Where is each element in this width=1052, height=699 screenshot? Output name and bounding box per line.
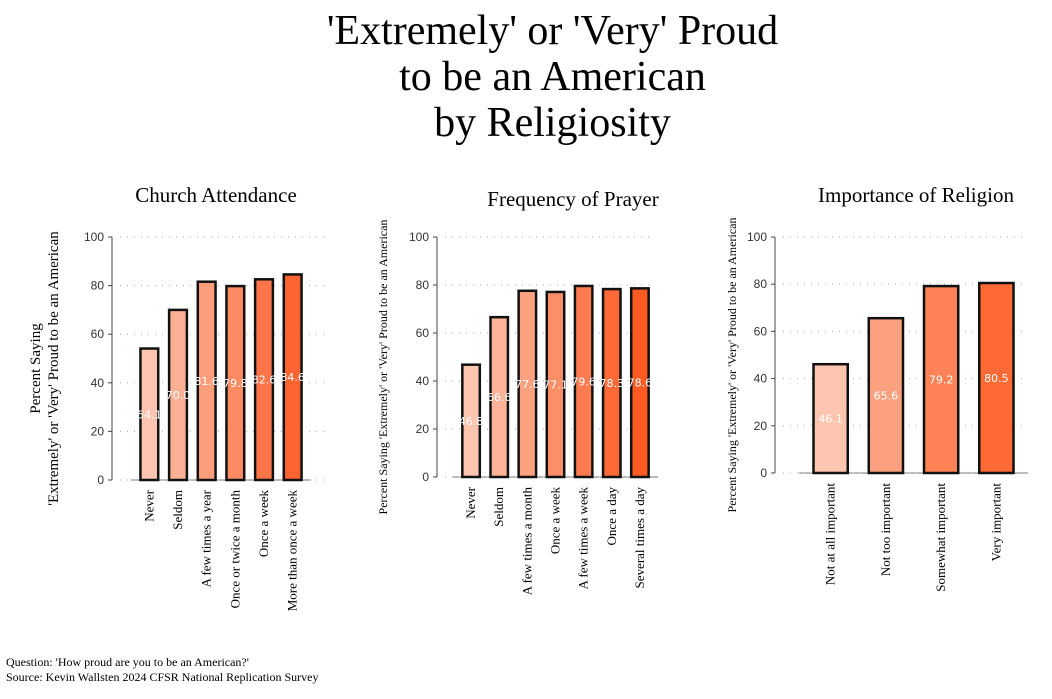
bar bbox=[922, 284, 960, 475]
y-tick-label: 40 bbox=[754, 372, 768, 386]
y-tick-label: 0 bbox=[97, 473, 104, 487]
x-tick-label: Seldom bbox=[170, 490, 185, 530]
bar bbox=[977, 281, 1015, 475]
bar-value-label: 79.6 bbox=[571, 375, 596, 388]
x-tick-label: A few times a year bbox=[199, 489, 214, 587]
panel-title: Frequency of Prayer bbox=[487, 187, 658, 211]
y-tick-label: 100 bbox=[409, 230, 429, 244]
x-tick-label: Once a week bbox=[256, 490, 271, 558]
y-axis-label: Percent Saying 'Extremely' or 'Very' Pro… bbox=[725, 218, 739, 513]
bar-value-label: 78.3 bbox=[600, 377, 625, 390]
y-tick-label: 60 bbox=[754, 324, 768, 338]
bar-value-label: 77.6 bbox=[515, 378, 540, 391]
bar bbox=[282, 273, 303, 482]
x-tick-label: Once a day bbox=[604, 487, 619, 546]
title-line: by Religiosity bbox=[434, 100, 671, 146]
bar bbox=[489, 315, 510, 479]
y-tick-label: 0 bbox=[422, 470, 429, 484]
y-tick-label: 60 bbox=[91, 327, 105, 341]
x-tick-label: Seldom bbox=[491, 487, 506, 527]
y-tick-label: 0 bbox=[760, 466, 767, 480]
bar-value-label: 66.6 bbox=[487, 391, 512, 404]
title-line: 'Extremely' or 'Very' Proud bbox=[326, 8, 779, 54]
y-tick-label: 20 bbox=[91, 424, 105, 438]
bar-value-label: 80.5 bbox=[984, 372, 1009, 385]
bar bbox=[573, 284, 594, 479]
bar bbox=[601, 287, 622, 479]
x-tick-label: Very important bbox=[988, 483, 1003, 562]
y-axis-label: Percent Saying bbox=[28, 323, 44, 414]
bar-value-label: 78.6 bbox=[628, 377, 653, 390]
bar bbox=[545, 290, 566, 479]
bar-value-label: 79.8 bbox=[223, 377, 248, 390]
question-note: Question: 'How proud are you to be an Am… bbox=[6, 655, 249, 669]
source-note: Source: Kevin Wallsten 2024 CFSR Nationa… bbox=[6, 670, 319, 684]
bar bbox=[253, 278, 275, 482]
bar bbox=[225, 284, 246, 482]
x-tick-label: A few times a week bbox=[576, 487, 591, 590]
bar-value-label: 82.6 bbox=[252, 374, 277, 387]
y-tick-label: 20 bbox=[754, 419, 768, 433]
bar-value-label: 79.2 bbox=[929, 374, 954, 387]
x-tick-label: Once or twice a month bbox=[227, 490, 242, 609]
y-tick-label: 100 bbox=[747, 230, 767, 244]
y-tick-label: 80 bbox=[754, 277, 768, 291]
y-tick-label: 20 bbox=[416, 422, 430, 436]
y-tick-label: 80 bbox=[91, 279, 105, 293]
bar bbox=[139, 347, 160, 482]
x-tick-label: Never bbox=[463, 486, 478, 518]
x-tick-label: Never bbox=[141, 489, 156, 521]
bar bbox=[167, 308, 189, 482]
y-tick-label: 40 bbox=[91, 376, 105, 390]
y-tick-label: 40 bbox=[416, 374, 430, 388]
bar bbox=[461, 363, 482, 479]
bar-value-label: 65.6 bbox=[874, 390, 899, 403]
bar bbox=[867, 316, 905, 475]
y-tick-label: 80 bbox=[416, 278, 430, 292]
bar bbox=[629, 287, 650, 479]
x-tick-label: Several times a day bbox=[632, 487, 647, 589]
y-tick-label: 100 bbox=[84, 230, 104, 244]
bar bbox=[517, 289, 538, 479]
bar-value-label: 77.1 bbox=[543, 378, 568, 391]
x-tick-label: Once a week bbox=[548, 487, 563, 555]
bar-value-label: 84.6 bbox=[280, 371, 305, 384]
bar bbox=[196, 280, 217, 482]
y-tick-label: 60 bbox=[416, 326, 430, 340]
bar-value-label: 46.8 bbox=[459, 415, 484, 428]
bar-value-label: 70.0 bbox=[166, 389, 191, 402]
x-tick-label: A few times a month bbox=[519, 487, 534, 596]
y-axis-label: 'Extremely' or 'Very' Proud to be an Ame… bbox=[46, 231, 62, 506]
x-tick-label: More than once a week bbox=[285, 490, 300, 612]
chart-title: 'Extremely' or 'Very' Proud to be an Ame… bbox=[0, 8, 1052, 146]
bar-value-label: 46.1 bbox=[818, 413, 843, 426]
panel-title: Church Attendance bbox=[135, 183, 297, 207]
x-tick-label: Not too important bbox=[878, 483, 893, 577]
bar-value-label: 54.1 bbox=[137, 408, 162, 421]
y-axis-label: Percent Saying 'Extremely' or 'Very' Pro… bbox=[376, 220, 390, 515]
x-tick-label: Somewhat important bbox=[933, 483, 948, 592]
bar bbox=[812, 362, 850, 475]
title-line: to be an American bbox=[399, 54, 706, 100]
bar-value-label: 81.6 bbox=[194, 375, 219, 388]
panel-title: Importance of Religion bbox=[818, 183, 1014, 207]
x-tick-label: Not at all important bbox=[823, 483, 838, 586]
